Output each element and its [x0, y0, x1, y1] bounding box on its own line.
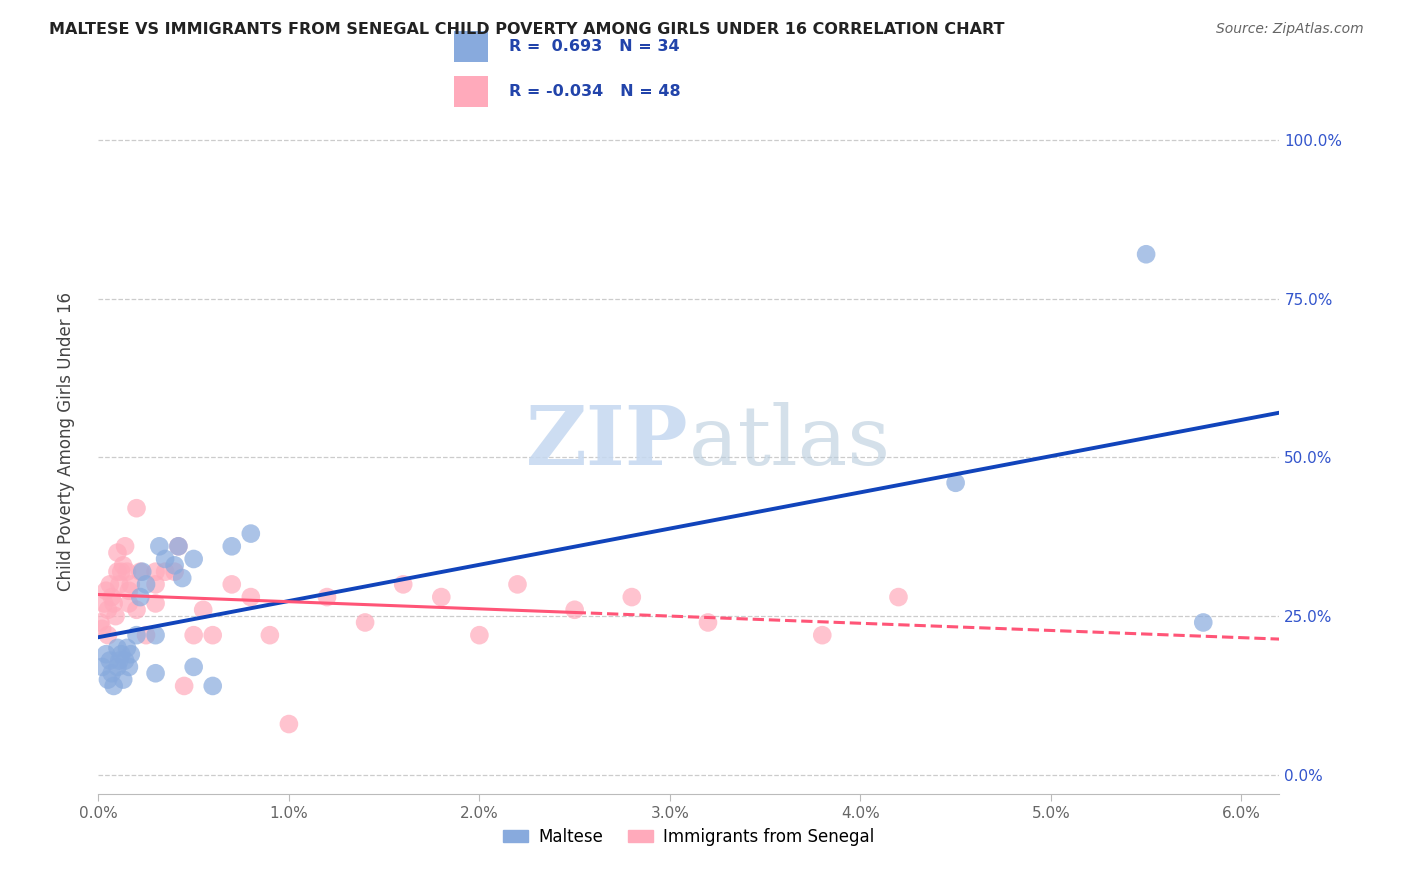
Point	[110, 647, 132, 661]
Point	[125, 603, 148, 617]
Point	[887, 590, 910, 604]
Text: atlas: atlas	[689, 401, 891, 482]
Text: R =  0.693   N = 34: R = 0.693 N = 34	[509, 39, 681, 54]
Point	[89, 615, 111, 630]
Point	[112, 558, 135, 573]
Point	[125, 501, 148, 516]
Point	[94, 647, 117, 661]
Point	[620, 590, 643, 604]
Point	[468, 628, 491, 642]
Point	[94, 583, 117, 598]
Point	[697, 615, 720, 630]
Point	[91, 622, 114, 636]
Point	[120, 577, 142, 591]
Point	[145, 565, 167, 579]
Point	[120, 647, 142, 661]
Point	[945, 475, 967, 490]
Point	[506, 577, 529, 591]
Point	[564, 603, 586, 617]
Point	[239, 526, 262, 541]
Point	[108, 577, 131, 591]
Point	[145, 596, 167, 610]
Point	[100, 590, 122, 604]
Point	[107, 640, 129, 655]
Point	[163, 558, 186, 573]
Point	[114, 654, 136, 668]
Point	[97, 628, 120, 642]
Point	[811, 628, 834, 642]
Point	[221, 577, 243, 591]
Point	[97, 673, 120, 687]
Point	[392, 577, 415, 591]
Point	[107, 546, 129, 560]
Point	[172, 571, 194, 585]
Point	[91, 660, 114, 674]
Point	[221, 539, 243, 553]
Point	[114, 539, 136, 553]
Point	[167, 539, 190, 553]
Point	[118, 596, 141, 610]
Text: ZIP: ZIP	[526, 401, 689, 482]
Point	[316, 590, 339, 604]
FancyBboxPatch shape	[454, 31, 488, 62]
Point	[277, 717, 299, 731]
Text: Source: ZipAtlas.com: Source: ZipAtlas.com	[1216, 22, 1364, 37]
Point	[129, 565, 152, 579]
Point	[145, 577, 167, 591]
Point	[183, 660, 205, 674]
Point	[93, 596, 115, 610]
Point	[103, 679, 125, 693]
Point	[239, 590, 262, 604]
Point	[110, 565, 132, 579]
Point	[201, 679, 224, 693]
Point	[153, 565, 176, 579]
Point	[115, 640, 138, 655]
Text: R = -0.034   N = 48: R = -0.034 N = 48	[509, 84, 681, 99]
Point	[183, 552, 205, 566]
Point	[167, 539, 190, 553]
Point	[1135, 247, 1157, 261]
Point	[430, 590, 453, 604]
Point	[148, 539, 170, 553]
Point	[201, 628, 224, 642]
Text: MALTESE VS IMMIGRANTS FROM SENEGAL CHILD POVERTY AMONG GIRLS UNDER 16 CORRELATIO: MALTESE VS IMMIGRANTS FROM SENEGAL CHILD…	[49, 22, 1005, 37]
Point	[145, 666, 167, 681]
Point	[98, 577, 121, 591]
Point	[107, 660, 129, 674]
Point	[145, 628, 167, 642]
Point	[163, 565, 186, 579]
Point	[173, 679, 195, 693]
Point	[108, 654, 131, 668]
Point	[1192, 615, 1215, 630]
Point	[103, 596, 125, 610]
Point	[259, 628, 281, 642]
Point	[115, 565, 138, 579]
Point	[100, 666, 122, 681]
Point	[153, 552, 176, 566]
FancyBboxPatch shape	[454, 77, 488, 107]
Point	[183, 628, 205, 642]
Point	[104, 609, 127, 624]
Point	[97, 603, 120, 617]
Point	[135, 628, 157, 642]
Point	[125, 628, 148, 642]
Point	[193, 603, 215, 617]
Point	[112, 673, 135, 687]
Point	[118, 660, 141, 674]
Point	[129, 590, 152, 604]
Point	[98, 654, 121, 668]
Point	[135, 577, 157, 591]
Point	[131, 565, 153, 579]
Point	[118, 583, 141, 598]
Point	[107, 565, 129, 579]
Point	[354, 615, 377, 630]
Y-axis label: Child Poverty Among Girls Under 16: Child Poverty Among Girls Under 16	[56, 292, 75, 591]
Legend: Maltese, Immigrants from Senegal: Maltese, Immigrants from Senegal	[496, 822, 882, 853]
